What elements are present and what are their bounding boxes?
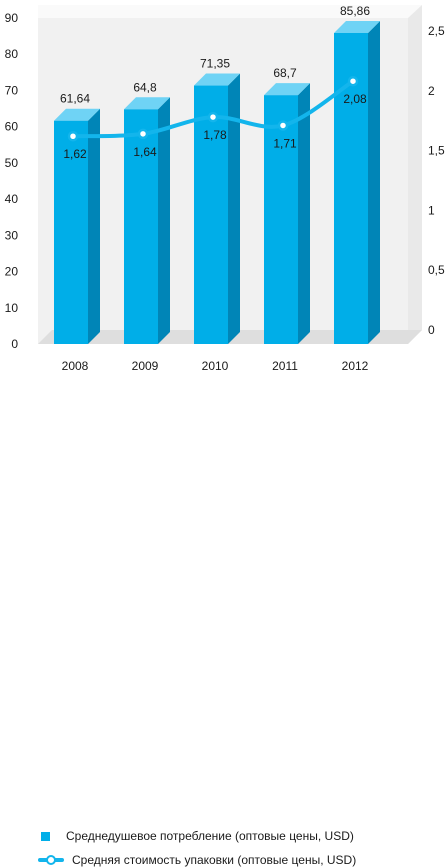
bar [54,120,88,344]
line-point [137,128,149,140]
line-point [67,130,79,142]
legend-item-bars: Среднедушевое потребление (оптовые цены,… [38,829,354,843]
y-tick-label: 80 [5,47,19,61]
line-value-label: 1,71 [273,136,297,150]
y-tick-label: 30 [5,228,19,242]
legend-label-bars: Среднедушевое потребление (оптовые цены,… [66,829,354,843]
bar-side [158,97,170,344]
back-wall [38,5,422,18]
bar-side [298,83,310,345]
y2-tick-label: 0,5 [428,263,445,277]
legend-label-line: Средняя стоимость упаковки (оптовые цены… [72,853,357,867]
y2-tick-label: 2 [428,84,435,98]
bar-series [54,20,380,345]
left-axis: 0 10 20 30 40 50 60 70 80 90 [5,11,19,351]
bar-top [194,73,240,86]
bar-value-label: 64,8 [133,80,157,94]
bar-top [334,20,380,33]
x-tick-label: 2008 [62,359,89,373]
bar-side [88,108,100,344]
data-labels: 61,64 64,8 71,35 68,7 85,86 1,62 1,64 1,78 1,71 2… [60,4,370,161]
y-tick-label: 40 [5,192,19,206]
bar-top [264,83,310,96]
line-point [347,75,359,87]
y2-tick-label: 1,5 [428,144,445,158]
x-tick-label: 2010 [202,359,229,373]
line-value-label: 1,78 [203,128,227,142]
line-value-label: 2,08 [343,92,367,106]
chart: 0 10 20 30 40 50 60 70 80 90 0 0,5 1 1,5 2 2,5 2008 200… [5,4,445,867]
line-series [67,75,359,142]
bar-value-label: 68,7 [273,66,297,80]
x-tick-label: 2012 [342,359,369,373]
y-tick-label: 70 [5,83,19,97]
y2-tick-label: 2,5 [428,24,445,38]
x-tick-label: 2009 [132,359,159,373]
y-tick-label: 90 [5,11,19,25]
line-swatch [38,855,64,865]
bar [264,95,298,344]
x-tick-label: 2011 [272,359,298,373]
y-tick-label: 0 [11,337,18,351]
y2-tick-label: 1 [428,203,435,217]
right-axis: 0 0,5 1 1,5 2 2,5 [428,24,445,337]
line-point [207,111,219,123]
bar-value-label: 85,86 [340,4,370,18]
line-point [277,120,289,131]
bar [194,85,228,344]
y-tick-label: 10 [5,301,19,315]
bar-swatch [41,831,50,841]
bar-value-label: 61,64 [60,92,90,106]
side-wall [408,5,422,344]
legend-item-line: Средняя стоимость упаковки (оптовые цены… [38,853,356,867]
bar-side [228,73,240,344]
bar-top [124,97,170,110]
bar-top [54,108,100,121]
y-tick-label: 50 [5,156,19,170]
bar [124,109,158,344]
x-axis: 2008 2009 2010 2011 2012 [62,359,369,373]
bar-side [368,20,380,344]
line-value-label: 1,64 [133,145,157,159]
bar-value-label: 71,35 [200,57,230,71]
y2-tick-label: 0 [428,323,435,337]
line-value-label: 1,62 [63,147,87,161]
y-tick-label: 20 [5,265,19,279]
y-tick-label: 60 [5,120,19,134]
